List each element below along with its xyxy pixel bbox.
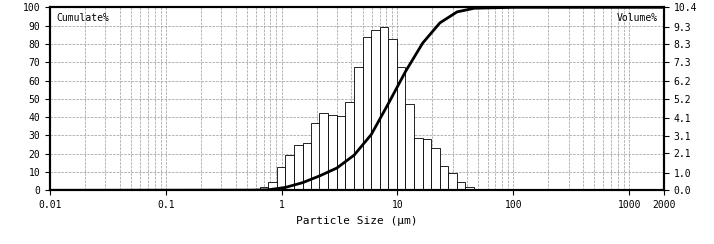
Bar xyxy=(448,173,457,190)
Bar xyxy=(268,182,277,190)
Bar xyxy=(319,113,328,190)
Bar xyxy=(431,148,440,190)
Bar xyxy=(346,102,354,190)
Bar xyxy=(311,123,320,190)
Text: Cumulate%: Cumulate% xyxy=(56,13,109,23)
Bar xyxy=(328,115,337,190)
Bar xyxy=(397,67,406,190)
Bar xyxy=(277,167,286,190)
Bar xyxy=(371,30,380,190)
Bar xyxy=(423,139,431,190)
Bar xyxy=(251,189,260,190)
X-axis label: Particle Size (μm): Particle Size (μm) xyxy=(296,216,418,226)
Bar xyxy=(260,187,268,190)
Bar xyxy=(354,67,363,190)
Bar xyxy=(363,37,371,190)
Bar xyxy=(466,187,474,190)
Bar xyxy=(380,27,388,190)
Bar xyxy=(337,116,346,190)
Bar xyxy=(474,189,483,190)
Bar xyxy=(286,155,294,190)
Bar xyxy=(303,143,311,190)
Bar xyxy=(406,104,414,190)
Bar xyxy=(457,182,466,190)
Bar xyxy=(414,138,423,190)
Bar xyxy=(388,39,397,190)
Bar xyxy=(440,166,448,190)
Text: Volume%: Volume% xyxy=(617,13,658,23)
Bar xyxy=(294,144,303,190)
